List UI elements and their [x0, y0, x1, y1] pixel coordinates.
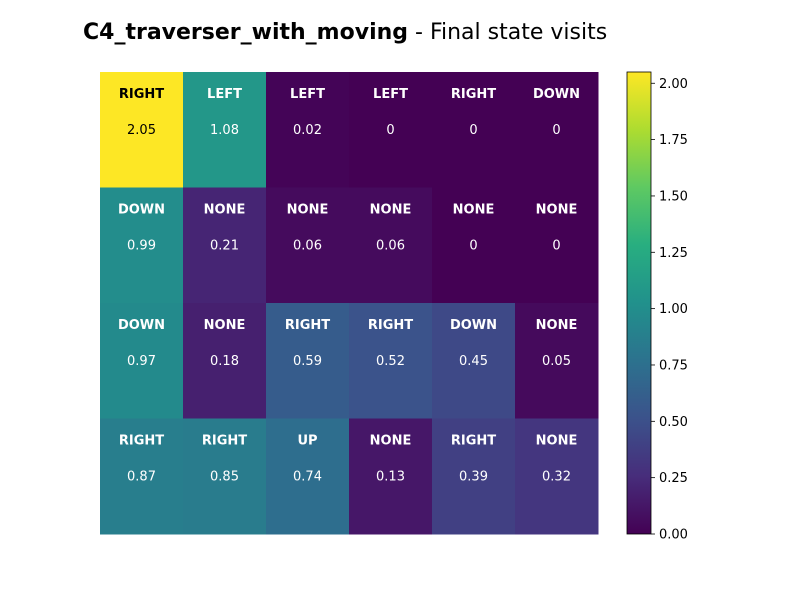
cell-value-label-r3-c0: 0.87: [127, 470, 156, 485]
cell-action-label-r0-c1: LEFT: [207, 87, 242, 102]
chart-title-bold: C4_traverser_with_moving: [83, 20, 409, 45]
colorbar: 0.00 0.25 0.50 0.75 1.00 1.25 1.50 1.75 2.00: [626, 71, 688, 543]
cell-action-label-r0-c2: LEFT: [290, 87, 325, 102]
colorbar-tick-label-1: 0.25: [659, 471, 688, 486]
cell-action-label-r3-c1: RIGHT: [202, 434, 247, 449]
heatmap-cell-r3-c3: [349, 418, 433, 535]
cell-action-label-r0-c5: DOWN: [533, 87, 580, 102]
cell-action-label-r2-c4: DOWN: [450, 318, 497, 333]
heatmap-cells: [100, 72, 599, 535]
heatmap-labels: RIGHT 2.05 LEFT 1.08 LEFT 0.02 LEFT 0 RIGHT 0 DOWN…: [118, 87, 580, 485]
cell-action-label-r2-c5: NONE: [536, 318, 578, 333]
heatmap-cell-r1-c0: [100, 187, 184, 304]
cell-value-label-r3-c4: 0.39: [459, 470, 488, 485]
heatmap-cell-r3-c0: [100, 418, 184, 535]
heatmap-cell-r2-c3: [349, 303, 433, 419]
cell-value-label-r2-c0: 0.97: [127, 354, 156, 369]
cell-action-label-r1-c4: NONE: [453, 203, 495, 218]
cell-action-label-r3-c5: NONE: [536, 434, 578, 449]
heatmap-cell-r0-c3: [349, 72, 433, 188]
cell-value-label-r0-c5: 0: [552, 123, 560, 138]
cell-value-label-r2-c4: 0.45: [459, 354, 488, 369]
cell-value-label-r2-c5: 0.05: [542, 354, 571, 369]
cell-value-label-r1-c4: 0: [469, 239, 477, 254]
cell-value-label-r3-c3: 0.13: [376, 470, 405, 485]
cell-value-label-r1-c1: 0.21: [210, 239, 239, 254]
heatmap-cell-r3-c2: [266, 418, 350, 535]
cell-value-label-r1-c2: 0.06: [293, 239, 322, 254]
cell-action-label-r3-c0: RIGHT: [119, 434, 164, 449]
heatmap-cell-r3-c4: [432, 418, 516, 535]
cell-value-label-r0-c4: 0: [469, 123, 477, 138]
colorbar-tick-label-3: 0.75: [659, 358, 688, 373]
colorbar-tick-label-0: 0.00: [659, 528, 688, 543]
colorbar-tick-label-8: 2.00: [659, 77, 688, 92]
cell-value-label-r3-c1: 0.85: [210, 470, 239, 485]
heatmap-cell-r2-c2: [266, 303, 350, 419]
cell-action-label-r1-c0: DOWN: [118, 203, 165, 218]
cell-action-label-r3-c2: UP: [297, 434, 317, 449]
cell-action-label-r1-c3: NONE: [370, 203, 412, 218]
heatmap-cell-r2-c4: [432, 303, 516, 419]
cell-value-label-r2-c3: 0.52: [376, 354, 405, 369]
cell-action-label-r2-c0: DOWN: [118, 318, 165, 333]
cell-action-label-r2-c3: RIGHT: [368, 318, 413, 333]
heatmap-cell-r2-c5: [515, 303, 599, 419]
cell-value-label-r1-c0: 0.99: [127, 239, 156, 254]
cell-action-label-r3-c3: NONE: [370, 434, 412, 449]
cell-value-label-r3-c5: 0.32: [542, 470, 571, 485]
cell-value-label-r0-c0: 2.05: [127, 123, 156, 138]
cell-value-label-r0-c3: 0: [386, 123, 394, 138]
colorbar-gradient: [627, 72, 651, 534]
heatmap-cell-r1-c2: [266, 187, 350, 304]
heatmap-cell-r0-c0: [100, 72, 184, 188]
chart-title-rest: - Final state visits: [408, 20, 608, 45]
cell-action-label-r2-c1: NONE: [204, 318, 246, 333]
heatmap-cell-r0-c1: [183, 72, 267, 188]
cell-value-label-r2-c1: 0.18: [210, 354, 239, 369]
cell-action-label-r1-c2: NONE: [287, 203, 329, 218]
cell-action-label-r0-c4: RIGHT: [451, 87, 496, 102]
heatmap-cell-r1-c4: [432, 187, 516, 304]
cell-action-label-r0-c3: LEFT: [373, 87, 408, 102]
cell-action-label-r0-c0: RIGHT: [119, 87, 164, 102]
cell-action-label-r1-c5: NONE: [536, 203, 578, 218]
cell-value-label-r2-c2: 0.59: [293, 354, 322, 369]
cell-value-label-r1-c3: 0.06: [376, 239, 405, 254]
heatmap-cell-r0-c4: [432, 72, 516, 188]
colorbar-frame: [626, 71, 652, 535]
heatmap-cell-r1-c3: [349, 187, 433, 304]
heatmap-cell-r1-c5: [515, 187, 599, 304]
cell-value-label-r1-c5: 0: [552, 239, 560, 254]
colorbar-tick-label-6: 1.50: [659, 189, 688, 204]
heatmap-cell-r3-c1: [183, 418, 267, 535]
cell-value-label-r0-c2: 0.02: [293, 123, 322, 138]
colorbar-tick-label-4: 1.00: [659, 302, 688, 317]
heatmap-cell-r0-c5: [515, 72, 599, 188]
chart-title: C4_traverser_with_moving - Final state v…: [83, 20, 607, 45]
colorbar-tick-label-5: 1.25: [659, 246, 688, 261]
cell-action-label-r2-c2: RIGHT: [285, 318, 330, 333]
heatmap-cell-r2-c0: [100, 303, 184, 419]
heatmap-cell-r3-c5: [515, 418, 599, 535]
cell-action-label-r3-c4: RIGHT: [451, 434, 496, 449]
heatmap-cell-r1-c1: [183, 187, 267, 304]
colorbar-tick-label-7: 1.75: [659, 133, 688, 148]
cell-action-label-r1-c1: NONE: [204, 203, 246, 218]
cell-value-label-r0-c1: 1.08: [210, 123, 239, 138]
cell-value-label-r3-c2: 0.74: [293, 470, 322, 485]
heatmap-cell-r2-c1: [183, 303, 267, 419]
heatmap-cell-r0-c2: [266, 72, 350, 188]
colorbar-tick-label-2: 0.50: [659, 415, 688, 430]
